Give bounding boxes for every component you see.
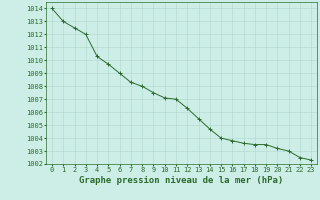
X-axis label: Graphe pression niveau de la mer (hPa): Graphe pression niveau de la mer (hPa) — [79, 176, 284, 185]
